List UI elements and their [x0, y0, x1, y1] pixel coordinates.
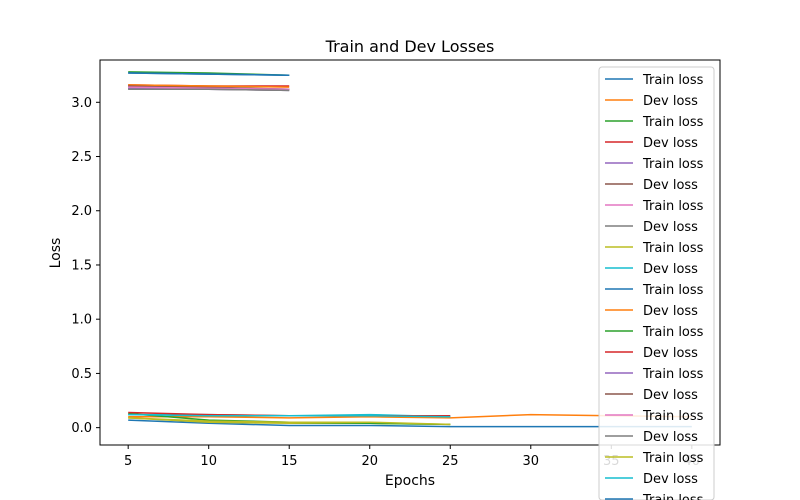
legend-label: Train loss — [642, 73, 704, 88]
legend-label: Dev loss — [643, 346, 698, 361]
series-line-21 — [128, 72, 290, 76]
x-tick-label: 30 — [523, 454, 540, 469]
legend-label: Dev loss — [643, 472, 698, 487]
legend-label: Train loss — [642, 199, 704, 214]
y-tick-label: 0.0 — [71, 421, 92, 436]
legend-label: Dev loss — [643, 388, 698, 403]
legend-label: Dev loss — [643, 178, 698, 193]
x-axis-label: Epochs — [385, 473, 435, 489]
legend-label: Dev loss — [643, 220, 698, 235]
series-line-18 — [128, 88, 290, 92]
legend-label: Train loss — [642, 493, 704, 500]
x-tick-label: 25 — [442, 454, 459, 469]
legend-label: Train loss — [642, 283, 704, 298]
y-axis-label: Loss — [48, 238, 64, 269]
legend-label: Train loss — [642, 409, 704, 424]
series-line-12 — [128, 84, 290, 88]
x-tick-label: 15 — [281, 454, 298, 469]
legend-label: Dev loss — [643, 430, 698, 445]
y-tick-label: 0.5 — [71, 367, 92, 382]
series-line-20 — [128, 413, 451, 418]
legend-label: Dev loss — [643, 94, 698, 109]
legend-label: Train loss — [642, 451, 704, 466]
series-line-17 — [128, 86, 290, 91]
legend-label: Train loss — [642, 241, 704, 256]
y-tick-label: 3.0 — [71, 96, 92, 111]
x-tick-label: 10 — [200, 454, 217, 469]
legend-label: Dev loss — [643, 136, 698, 151]
legend-label: Train loss — [642, 367, 704, 382]
plot-lines — [128, 71, 692, 428]
legend-label: Train loss — [642, 115, 704, 130]
x-tick-label: 5 — [124, 454, 132, 469]
legend-label: Train loss — [642, 157, 704, 172]
y-tick-label: 2.0 — [71, 204, 92, 219]
legend: Train loss Dev loss Train loss Dev loss Trai… — [598, 66, 715, 500]
legend-label: Dev loss — [643, 262, 698, 277]
y-tick-label: 1.5 — [71, 258, 92, 273]
series-line-1 — [128, 419, 692, 428]
legend-label: Dev loss — [643, 304, 698, 319]
legend-label: Train loss — [642, 325, 704, 340]
legend-box — [598, 66, 715, 500]
y-tick-label: 1.0 — [71, 313, 92, 328]
series-line-2 — [128, 413, 692, 419]
y-tick-label: 2.5 — [71, 150, 92, 165]
y-axis-ticks: 0.0 0.5 1.0 1.5 2.0 2.5 3.0 — [71, 96, 100, 436]
chart-title: Train and Dev Losses — [325, 37, 495, 56]
x-tick-label: 20 — [361, 454, 378, 469]
plot-frame — [99, 59, 721, 446]
series-line-19 — [128, 417, 451, 426]
